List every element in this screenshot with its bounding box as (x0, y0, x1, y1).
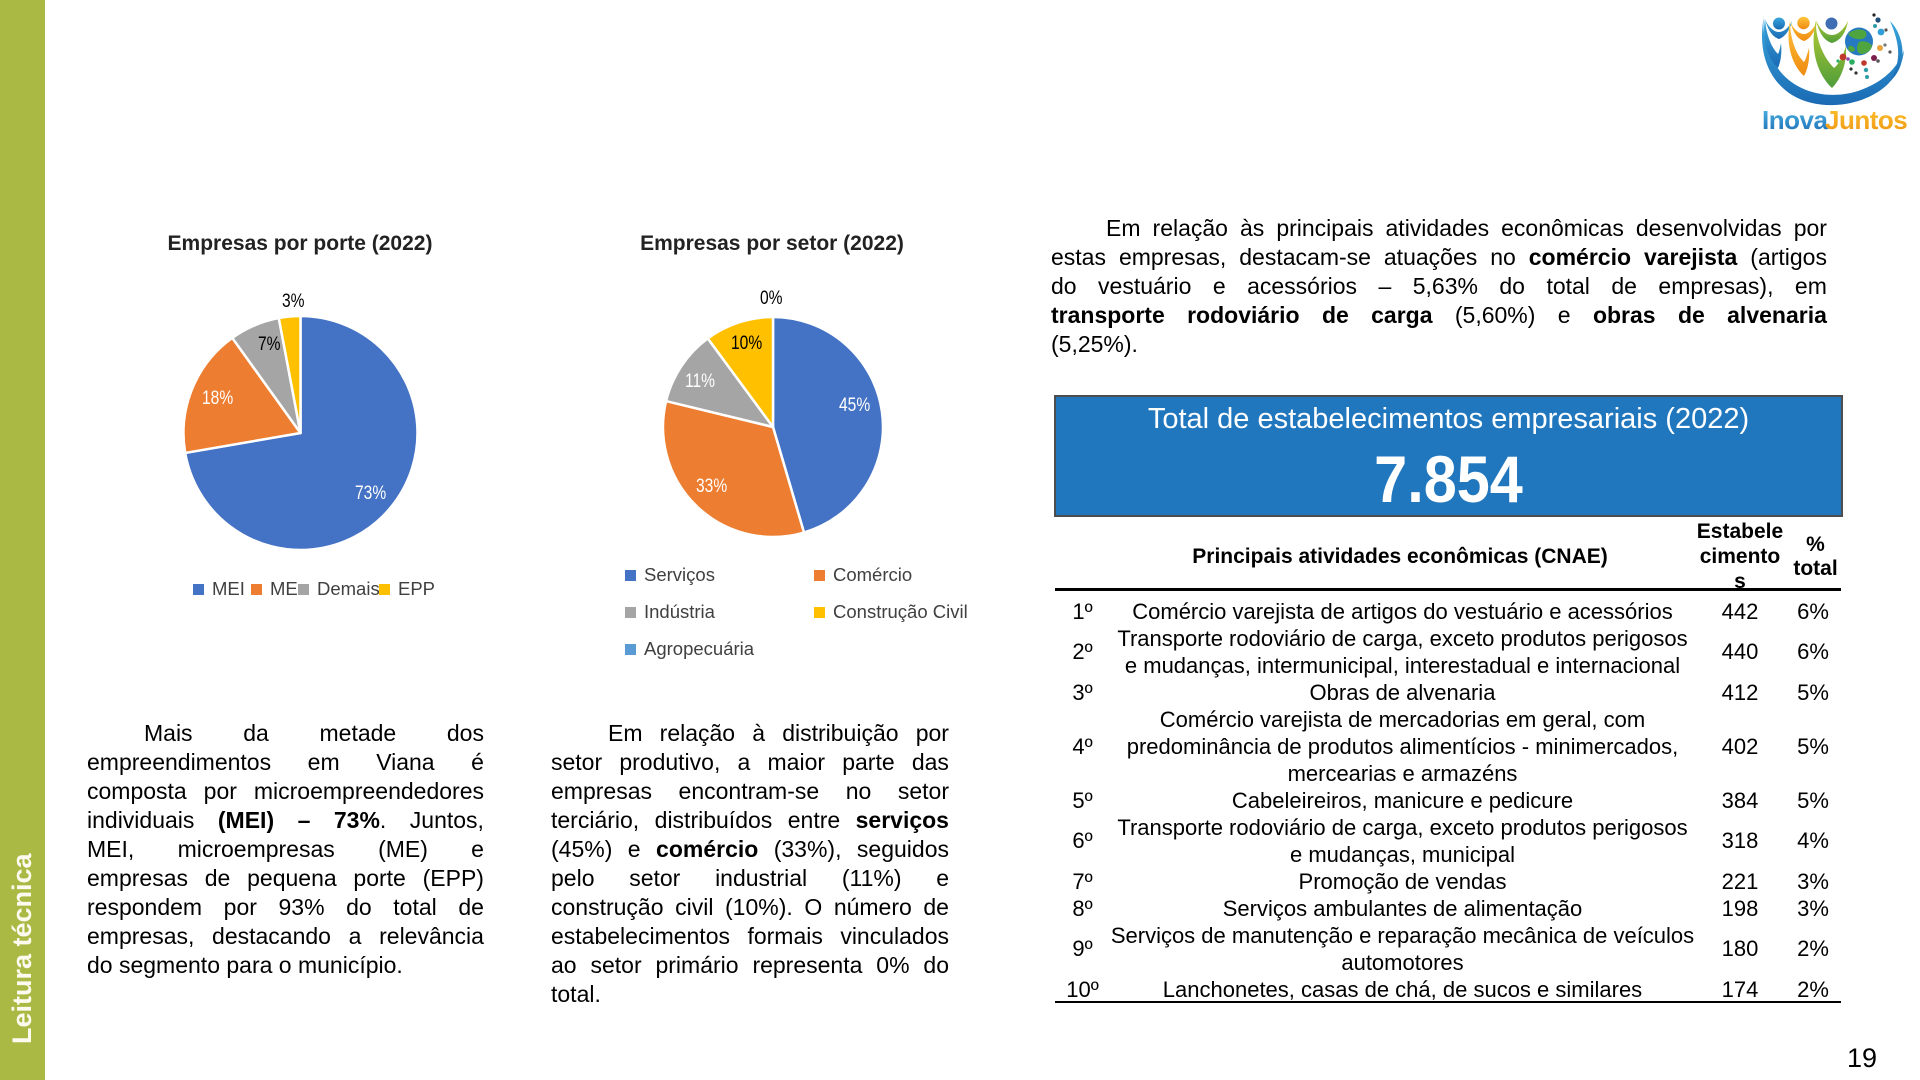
svg-text:Inova: Inova (1762, 105, 1828, 135)
svg-text:Juntos: Juntos (1825, 105, 1907, 135)
